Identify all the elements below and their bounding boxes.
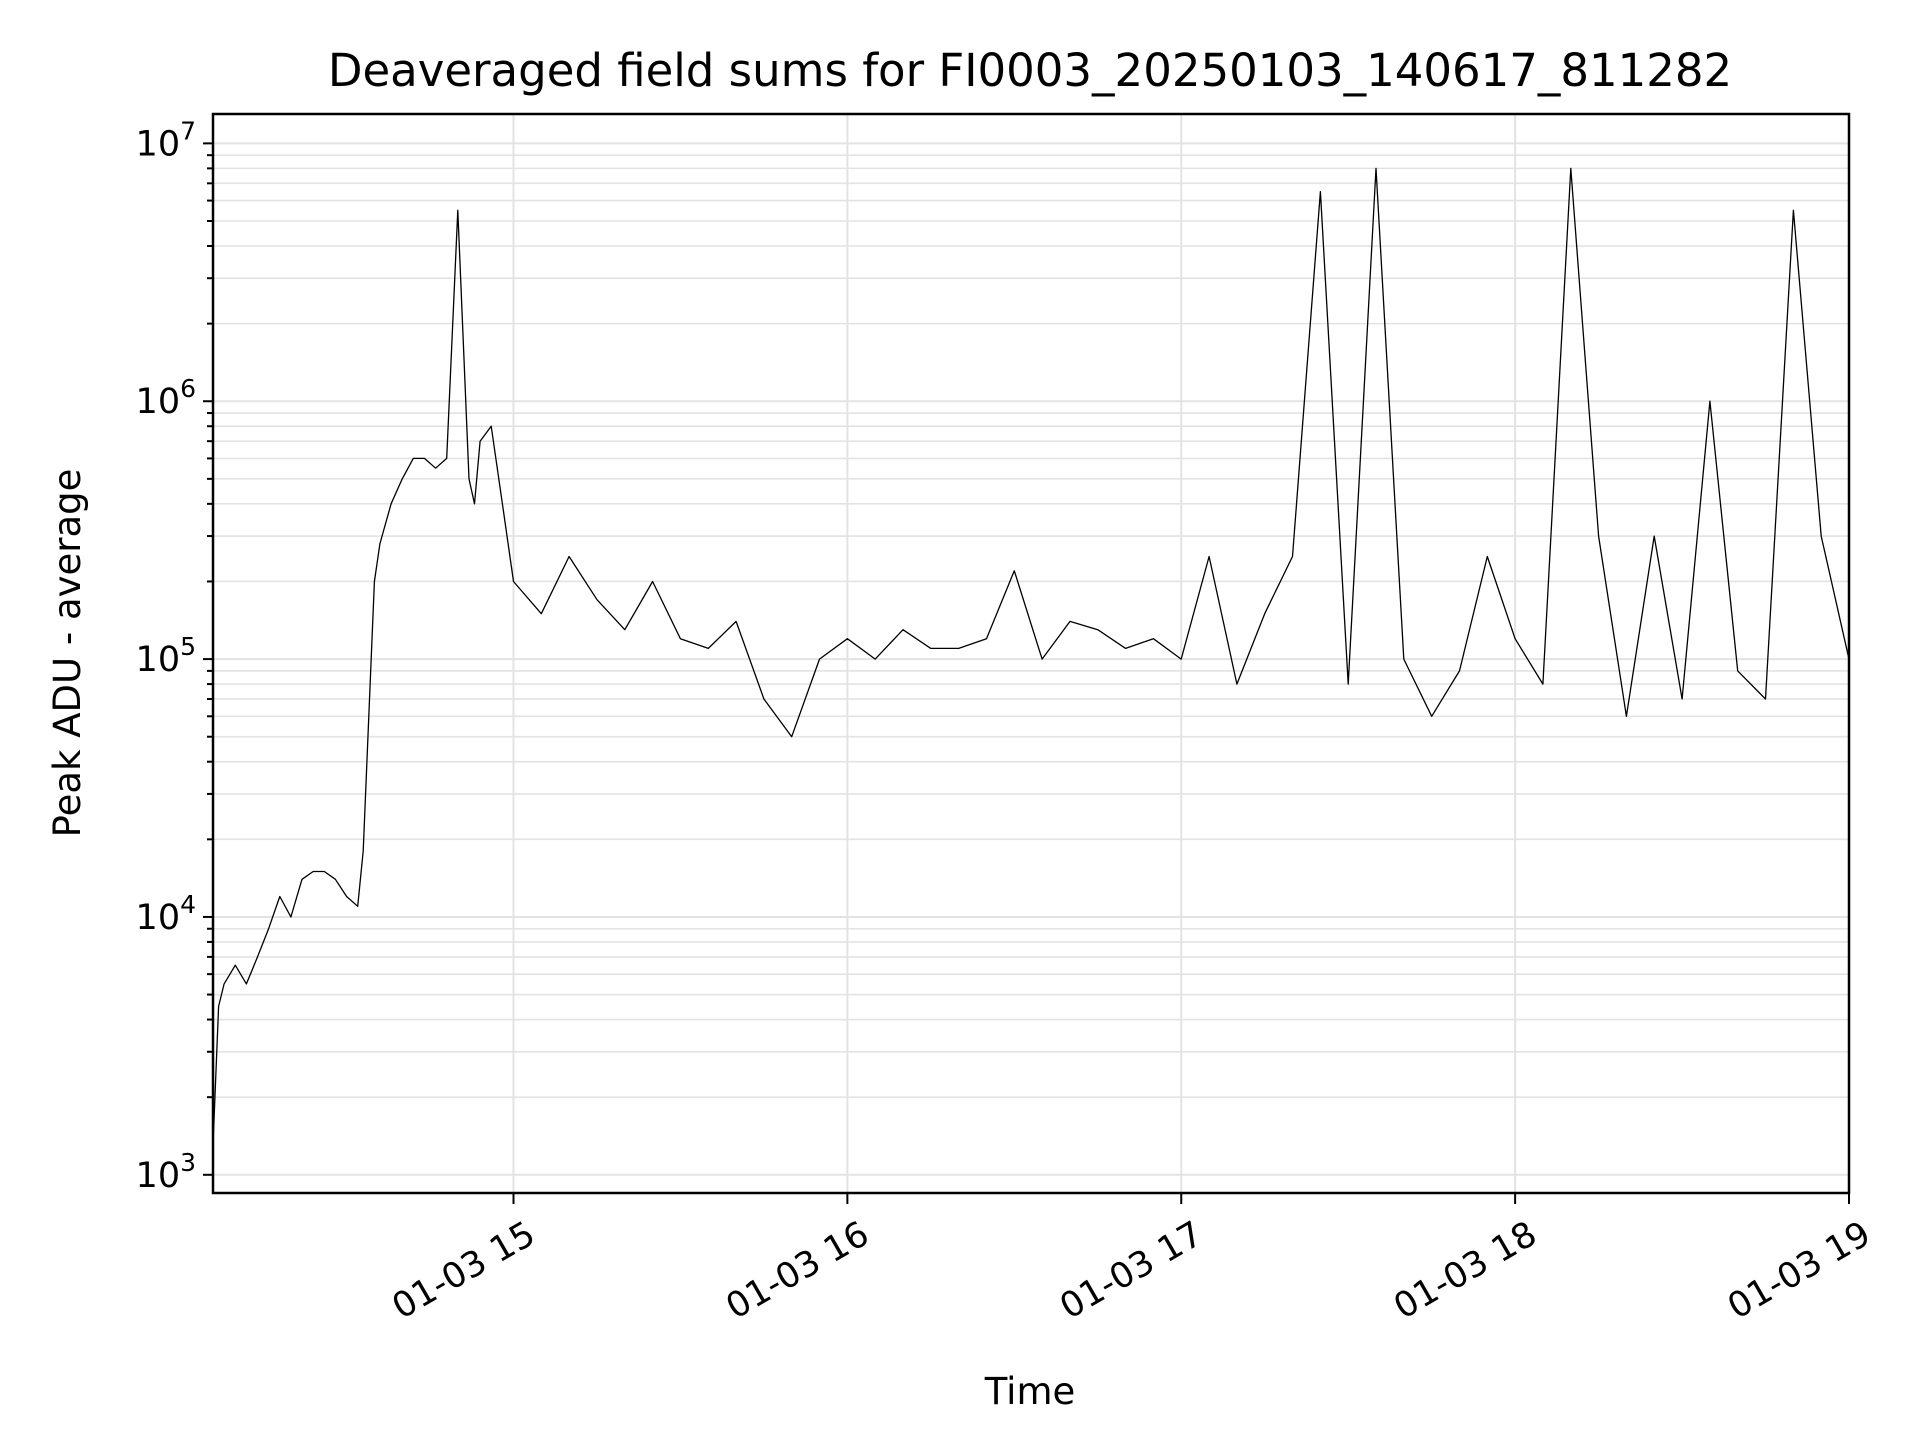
y-tick-label: 105 <box>136 632 196 680</box>
chart-title: Deaveraged field sums for FI0003_2025010… <box>328 44 1732 97</box>
y-tick-label: 107 <box>136 116 196 164</box>
grid <box>213 114 1850 1193</box>
y-tick-label-base: 10 <box>136 1156 181 1196</box>
y-tick-label-exponent: 7 <box>180 116 196 145</box>
y-tick-label-exponent: 3 <box>180 1148 196 1177</box>
series-line <box>212 167 1850 1146</box>
y-tick-label-exponent: 6 <box>180 374 196 403</box>
y-tick-label-exponent: 4 <box>180 890 196 919</box>
x-axis-label: Time <box>984 1370 1076 1413</box>
y-tick-label-exponent: 5 <box>180 632 196 661</box>
y-axis-label: Peak ADU - average <box>46 469 89 838</box>
y-tick-label-base: 10 <box>136 382 181 422</box>
y-tick-label: 106 <box>136 374 196 422</box>
y-tick-label-base: 10 <box>136 640 181 680</box>
plot-frame <box>211 112 1851 1195</box>
y-tick-label-base: 10 <box>136 898 181 938</box>
y-tick-label-base: 10 <box>136 124 181 164</box>
y-tick-label: 103 <box>136 1148 196 1196</box>
y-tick-label: 104 <box>136 890 196 938</box>
